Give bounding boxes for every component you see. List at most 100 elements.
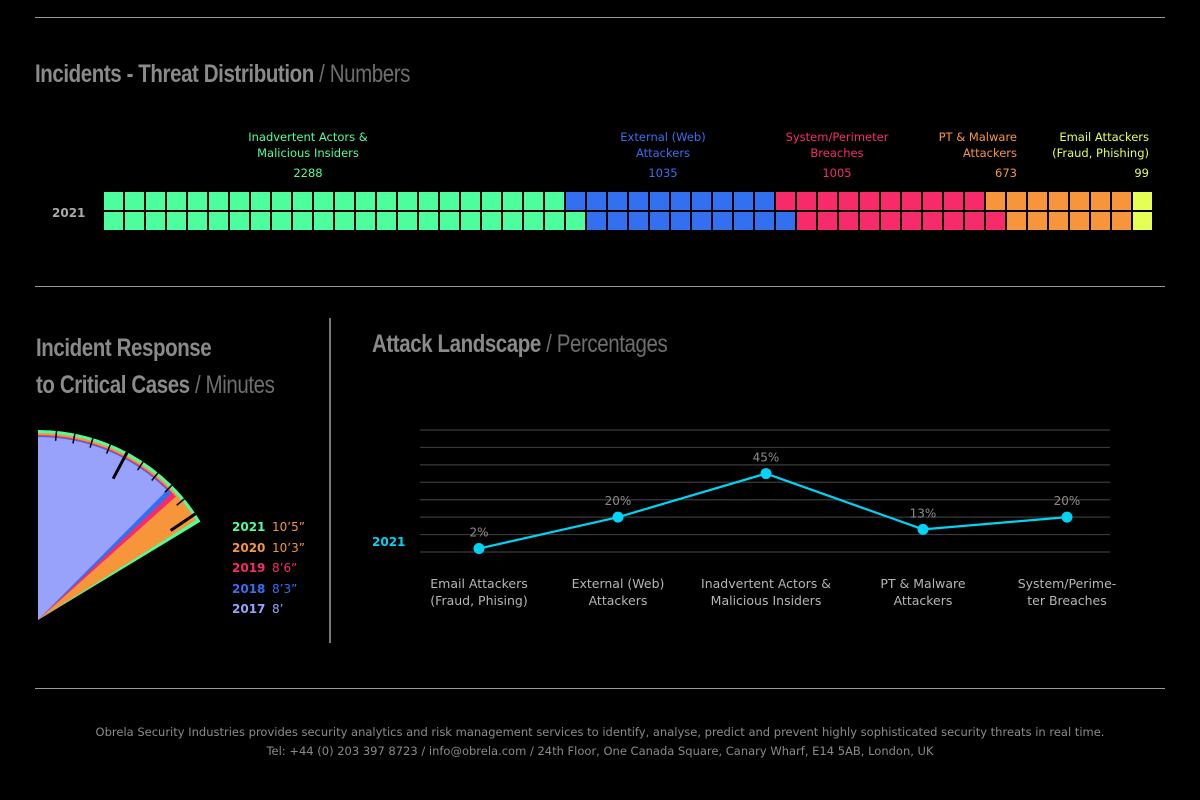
category-label: System/Perimeter Breaches: [786, 129, 889, 161]
waffle-year-label: 2021: [52, 206, 85, 220]
waffle-cell: [335, 192, 354, 210]
data-label: 20%: [605, 494, 632, 508]
waffle-cell: [608, 212, 627, 230]
waffle-cell: [503, 212, 522, 230]
waffle-cell: [524, 192, 543, 210]
category-label-line2: Attackers: [939, 145, 1017, 161]
legend-row-2021: 2021 10’5”: [232, 520, 305, 534]
waffle-cell: [104, 212, 123, 230]
waffle-cell: [251, 192, 270, 210]
data-point: [761, 468, 772, 479]
legend-value: 8’6”: [272, 561, 297, 575]
x-tick-label-line: ter Breaches: [1018, 592, 1117, 609]
waffle-cell: [146, 192, 165, 210]
waffle-cell: [440, 212, 459, 230]
waffle-cell: [1091, 192, 1110, 210]
waffle-cell: [734, 212, 753, 230]
waffle-cell: [419, 212, 438, 230]
x-tick-label-line: Malicious Insiders: [701, 592, 831, 609]
waffle-cell: [167, 192, 186, 210]
waffle-cell: [923, 192, 942, 210]
waffle-cell: [608, 192, 627, 210]
waffle-cell: [125, 192, 144, 210]
legend-year: 2021: [232, 520, 272, 534]
waffle-cell: [566, 192, 585, 210]
title-line1: Incident Response: [36, 334, 211, 362]
waffle-cell: [776, 212, 795, 230]
waffle-cell: [272, 212, 291, 230]
waffle-cell: [1007, 212, 1026, 230]
waffle-cell: [713, 192, 732, 210]
waffle-cell: [314, 192, 333, 210]
legend-year: 2019: [232, 561, 272, 575]
radial-response-chart: [0, 400, 240, 640]
waffle-cell: [314, 212, 333, 230]
waffle-cell: [167, 212, 186, 230]
waffle-cell: [293, 212, 312, 230]
waffle-cell: [881, 212, 900, 230]
data-label: 45%: [753, 451, 780, 465]
category-value: 2288: [293, 166, 322, 180]
x-tick-label: External (Web) Attackers: [572, 575, 665, 609]
waffle-cell: [230, 212, 249, 230]
legend-year: 2017: [232, 602, 272, 616]
waffle-cell: [146, 212, 165, 230]
bottom-divider: [35, 688, 1165, 689]
waffle-cell: [545, 212, 564, 230]
legend-value: 8’3”: [272, 582, 297, 596]
waffle-cell: [839, 212, 858, 230]
x-tick-label-line: PT & Malware: [880, 575, 965, 592]
waffle-cell: [251, 212, 270, 230]
waffle-cell: [1091, 212, 1110, 230]
waffle-cell: [1028, 192, 1047, 210]
incident-response-title: Incident Response to Critical Cases / Mi…: [36, 330, 274, 404]
waffle-cell: [671, 192, 690, 210]
waffle-cell: [482, 192, 501, 210]
category-label-line1: External (Web): [620, 129, 705, 145]
waffle-cell: [440, 192, 459, 210]
legend-value: 10’3”: [272, 541, 305, 555]
legend-row-2017: 2017 8’: [232, 602, 283, 616]
category-label-line1: Inadvertent Actors &: [248, 129, 368, 145]
waffle-cell: [1049, 212, 1068, 230]
legend-year: 2020: [232, 541, 272, 555]
footer-description: Obrela Security Industries provides secu…: [0, 725, 1200, 739]
waffle-cell: [377, 212, 396, 230]
waffle-cell: [629, 192, 648, 210]
radial-tick: [56, 431, 57, 441]
waffle-cell: [755, 192, 774, 210]
data-label: 13%: [910, 506, 937, 520]
waffle-cell: [818, 212, 837, 230]
waffle-cell: [293, 192, 312, 210]
title-bold: Incidents - Threat Distribution: [35, 60, 314, 88]
attack-landscape-title: Attack Landscape / Percentages: [372, 330, 667, 359]
waffle-cell: [545, 192, 564, 210]
waffle-cell: [797, 192, 816, 210]
category-value: 99: [1134, 166, 1149, 180]
waffle-cell: [1112, 192, 1131, 210]
series-line-2021: [479, 474, 1067, 549]
waffle-cell: [650, 192, 669, 210]
data-point: [613, 512, 624, 523]
waffle-cell: [482, 212, 501, 230]
title-sub: / Minutes: [195, 371, 274, 399]
waffle-cell: [965, 212, 984, 230]
data-label: 20%: [1054, 494, 1081, 508]
title-sub: / Numbers: [319, 60, 410, 88]
waffle-cell: [923, 212, 942, 230]
title-sub: / Percentages: [546, 330, 667, 358]
data-point: [1062, 512, 1073, 523]
waffle-cell: [734, 192, 753, 210]
category-label: Email Attackers (Fraud, Phishing): [1052, 129, 1149, 161]
waffle-cell: [650, 212, 669, 230]
x-tick-label-line: External (Web): [572, 575, 665, 592]
x-tick-label-line: Inadvertent Actors &: [701, 575, 831, 592]
waffle-cell: [1112, 212, 1131, 230]
waffle-cell: [881, 192, 900, 210]
waffle-cell: [629, 212, 648, 230]
waffle-cell: [188, 192, 207, 210]
category-label-line1: Email Attackers: [1052, 129, 1149, 145]
waffle-cell: [692, 192, 711, 210]
data-point: [474, 543, 485, 554]
waffle-cell: [461, 192, 480, 210]
